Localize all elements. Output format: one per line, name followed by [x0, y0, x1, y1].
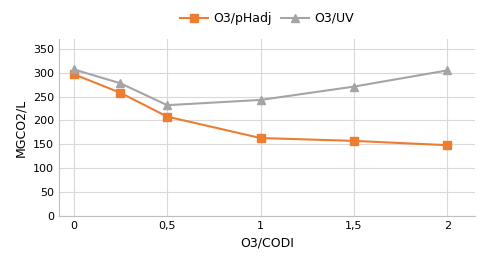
O3/UV	[71, 68, 76, 71]
Legend: O3/pHadj, O3/UV: O3/pHadj, O3/UV	[175, 7, 359, 30]
O3/UV	[164, 104, 170, 107]
O3/UV	[444, 69, 450, 72]
Y-axis label: MGCO2/L: MGCO2/L	[14, 98, 27, 157]
O3/pHadj	[118, 91, 123, 94]
O3/pHadj	[444, 144, 450, 147]
X-axis label: O3/CODI: O3/CODI	[240, 236, 294, 249]
O3/pHadj	[258, 136, 264, 140]
O3/pHadj	[351, 139, 357, 143]
O3/UV	[118, 82, 123, 85]
O3/pHadj	[71, 73, 76, 76]
O3/UV	[351, 85, 357, 88]
Line: O3/UV: O3/UV	[70, 65, 451, 109]
O3/UV	[258, 98, 264, 102]
Line: O3/pHadj: O3/pHadj	[70, 70, 451, 149]
O3/pHadj	[164, 115, 170, 118]
